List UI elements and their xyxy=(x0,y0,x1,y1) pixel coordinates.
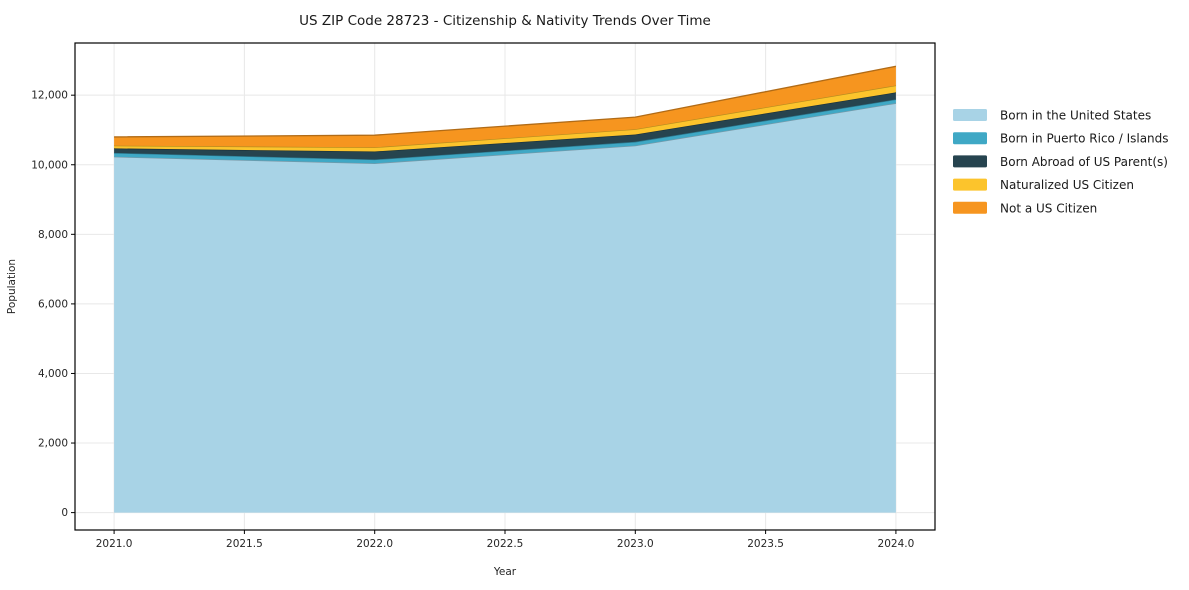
area-band xyxy=(114,103,896,513)
y-tick-label: 2,000 xyxy=(38,438,68,450)
area-band xyxy=(114,66,896,148)
y-tick-label: 8,000 xyxy=(38,229,68,241)
legend-swatch xyxy=(953,178,987,191)
y-tick-label: 4,000 xyxy=(38,368,68,380)
legend-swatch xyxy=(953,132,987,145)
x-tick-label: 2024.0 xyxy=(878,538,915,550)
x-tick-label: 2021.5 xyxy=(226,538,263,550)
x-tick-label: 2022.5 xyxy=(487,538,524,550)
legend-label: Born in the United States xyxy=(1000,109,1151,123)
area-band xyxy=(114,92,896,160)
y-tick-label: 6,000 xyxy=(38,298,68,310)
x-tick-label: 2023.5 xyxy=(747,538,784,550)
area-series xyxy=(114,65,897,513)
x-tick-label: 2023.0 xyxy=(617,538,654,550)
legend-label: Born in Puerto Rico / Islands xyxy=(1000,132,1169,146)
x-tick-label: 2022.0 xyxy=(356,538,393,550)
area-band xyxy=(114,99,896,164)
legend-swatch xyxy=(953,109,987,121)
area-band-edge xyxy=(114,65,897,138)
y-axis-ticks: 0 2,000 4,000 6,000 8,000 10,000 12,000 xyxy=(31,90,75,519)
x-axis-ticks: 2021.0 2021.5 2022.0 2022.5 2023.0 2023.5 2024… xyxy=(96,530,915,550)
legend-swatch xyxy=(953,201,987,214)
legend-label: Naturalized US Citizen xyxy=(1000,178,1134,192)
y-tick-label: 10,000 xyxy=(31,159,68,171)
legend-label: Born Abroad of US Parent(s) xyxy=(1000,155,1168,169)
x-tick-label: 2021.0 xyxy=(96,538,133,550)
legend: Born in the United States Born in Puerto … xyxy=(953,109,1169,215)
y-tick-label: 12,000 xyxy=(31,90,68,102)
chart-title: US ZIP Code 28723 - Citizenship & Nativi… xyxy=(299,13,711,29)
legend-label: Not a US Citizen xyxy=(1000,201,1097,215)
y-tick-label: 0 xyxy=(61,507,68,519)
x-axis-label: Year xyxy=(493,566,517,578)
y-axis-label: Population xyxy=(6,259,18,314)
legend-swatch xyxy=(953,155,987,168)
